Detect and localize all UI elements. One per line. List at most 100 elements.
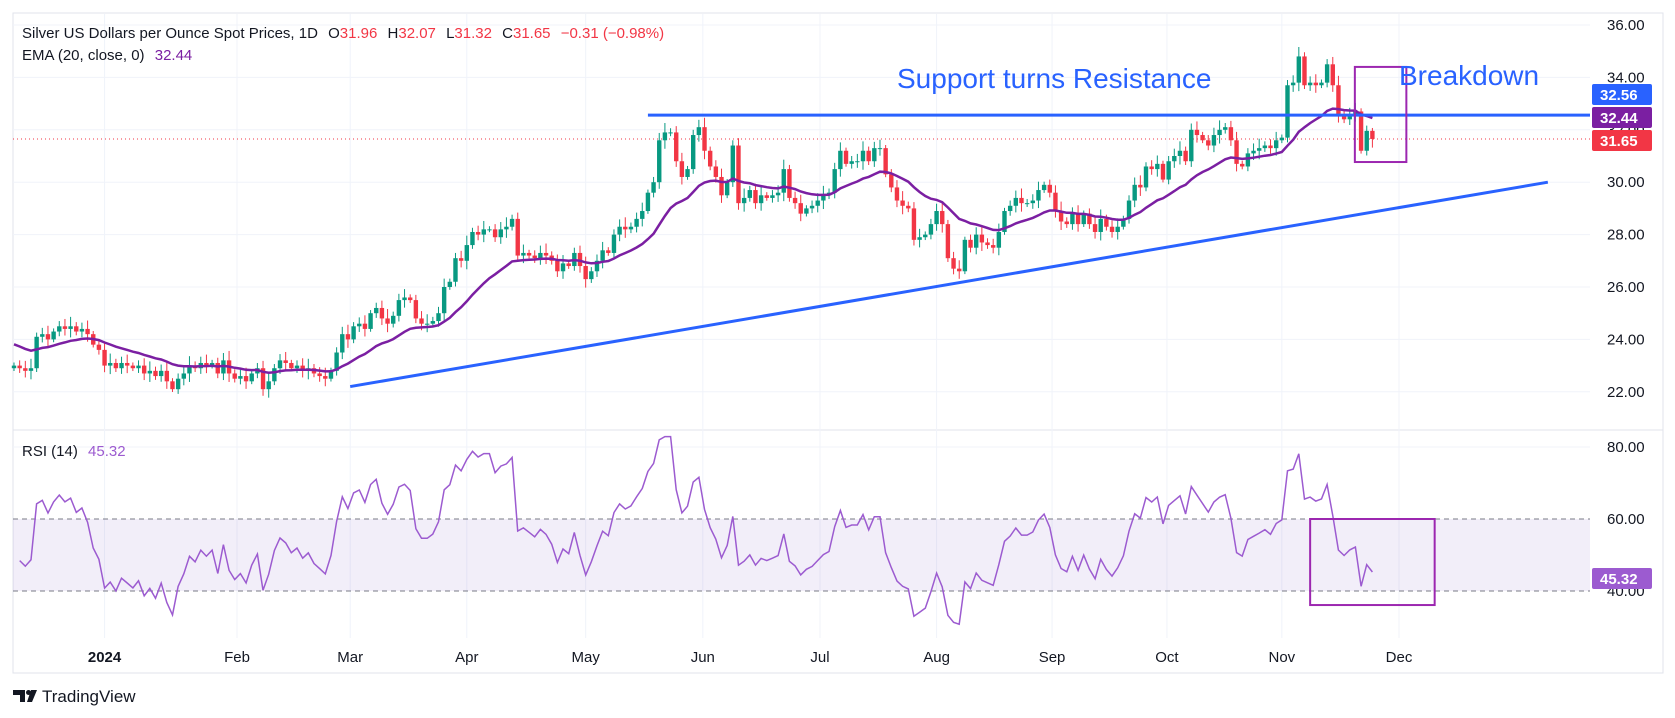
candle-body: [515, 218, 520, 256]
candle: [40, 327, 45, 343]
candle: [1177, 141, 1183, 165]
candle: [283, 351, 288, 371]
candle-body: [498, 229, 503, 238]
candle-body: [1296, 56, 1302, 83]
candle-body: [413, 300, 419, 319]
rsi-label: RSI (14): [22, 443, 78, 460]
candle-body: [391, 315, 396, 324]
time-tick-label: Sep: [1039, 649, 1066, 666]
candle: [1370, 127, 1375, 148]
candle-body: [594, 260, 600, 272]
rsi-legend[interactable]: RSI (14) 45.32: [22, 443, 126, 460]
candle: [57, 321, 62, 337]
candle: [526, 249, 532, 259]
close-value: 31.65: [513, 25, 551, 42]
candle-body: [651, 182, 656, 193]
candle: [243, 367, 249, 389]
symbol-title: Silver US Dollars per Ounce Spot Prices,…: [22, 25, 318, 42]
price-tick-label: 34.00: [1607, 69, 1645, 86]
rsi-box[interactable]: [1309, 518, 1436, 607]
candle-body: [147, 370, 153, 374]
candle: [515, 212, 520, 262]
candle: [385, 309, 390, 333]
candle: [458, 250, 464, 268]
rsi-tick-label: 60.00: [1607, 511, 1645, 528]
time-axis[interactable]: 2024 Feb Mar Apr May Jun Jul Aug Sep Oct Nov Dec: [88, 649, 1413, 666]
candle: [141, 358, 147, 381]
candle: [187, 356, 192, 382]
candle-body: [1002, 211, 1007, 232]
candle: [843, 147, 849, 167]
candle: [1324, 59, 1330, 88]
candle: [1024, 198, 1030, 207]
tradingview-logo[interactable]: TradingView: [13, 687, 136, 706]
candle: [79, 322, 85, 338]
candle-body: [1121, 218, 1126, 227]
candle-body: [328, 370, 334, 379]
breakdown-label[interactable]: Breakdown: [1399, 60, 1539, 91]
candle-body: [917, 237, 922, 240]
candle-body: [374, 307, 379, 314]
candle: [781, 159, 786, 202]
candle-body: [1172, 156, 1177, 162]
candle: [464, 235, 469, 270]
trend-line[interactable]: [349, 180, 1549, 389]
candle: [1313, 74, 1318, 93]
candle: [374, 302, 379, 318]
price-tick-label: 36.00: [1607, 17, 1645, 34]
candle-body: [679, 161, 685, 177]
candle: [1194, 121, 1200, 143]
support-turns-resistance-label[interactable]: Support turns Resistance: [897, 63, 1211, 94]
last-price-tag: [1592, 130, 1652, 151]
candle-body: [923, 234, 928, 238]
candle-body: [894, 187, 900, 201]
candle-body: [1194, 129, 1200, 136]
candle: [600, 241, 605, 269]
candle-body: [119, 362, 124, 369]
candle: [1002, 207, 1007, 235]
candle: [623, 217, 628, 238]
candle: [606, 247, 611, 256]
candle-body: [951, 258, 956, 269]
candle: [713, 160, 719, 183]
time-tick-label: Jul: [810, 649, 829, 666]
candle: [215, 357, 220, 379]
price-tick-label: 24.00: [1607, 331, 1645, 348]
candle-body: [441, 287, 447, 314]
candle-body: [1115, 226, 1120, 232]
candle: [1364, 125, 1369, 156]
candle-body: [730, 145, 736, 183]
candle: [951, 251, 956, 275]
candle: [866, 146, 871, 166]
candle: [238, 369, 243, 385]
candle: [911, 202, 917, 246]
candle-body: [990, 245, 996, 248]
candle: [1217, 120, 1222, 144]
time-tick-label: Apr: [455, 649, 478, 666]
candle: [1206, 135, 1211, 151]
candle: [232, 369, 237, 383]
ema-legend[interactable]: EMA (20, close, 0) 32.44: [22, 47, 192, 64]
ohlc-legend[interactable]: Silver US Dollars per Ounce Spot Prices,…: [22, 25, 664, 42]
high-value: 32.07: [398, 25, 436, 42]
candle-body: [108, 362, 113, 366]
candle: [181, 366, 186, 386]
candle: [1290, 75, 1296, 92]
candle-body: [340, 334, 345, 353]
candle-body: [402, 297, 407, 301]
candle: [538, 245, 543, 265]
ema-value: 32.44: [155, 47, 193, 64]
candle-body: [187, 365, 192, 374]
candle-body: [560, 263, 566, 272]
close-label: C: [502, 25, 513, 42]
candle-body: [357, 323, 362, 327]
candle-body: [136, 365, 141, 369]
candle: [872, 141, 877, 167]
candle-body: [74, 326, 79, 332]
candle: [334, 347, 339, 376]
candle: [1115, 218, 1120, 240]
breakdown-box[interactable]: [1353, 65, 1408, 164]
candle-body: [860, 150, 866, 162]
